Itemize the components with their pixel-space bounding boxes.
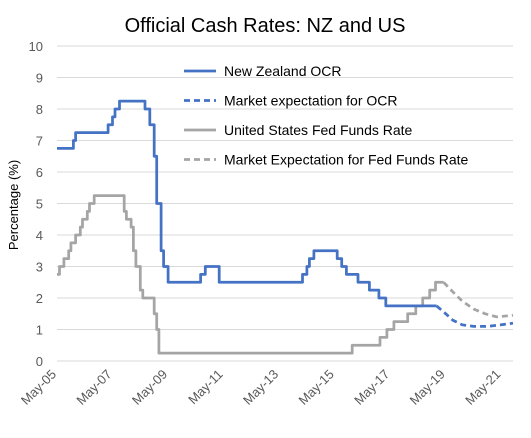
legend: New Zealand OCR Market expectation for OC… <box>184 63 469 168</box>
series-line <box>57 194 444 355</box>
legend-label: New Zealand OCR <box>224 63 342 79</box>
y-tick-label: 6 <box>36 165 43 180</box>
legend-label: Market Expectation for Fed Funds Rate <box>224 152 469 168</box>
y-tick-label: 4 <box>36 228 43 243</box>
y-tick-label: 1 <box>36 323 43 338</box>
series-line <box>442 281 514 319</box>
y-tick-label: 5 <box>36 197 43 212</box>
y-tick-label: 7 <box>36 134 43 149</box>
series-line <box>435 304 514 328</box>
legend-label: United States Fed Funds Rate <box>224 122 413 138</box>
y-tick-label: 8 <box>36 102 43 117</box>
y-axis: 0 1 2 3 4 5 6 7 8 9 10 <box>29 39 43 369</box>
series-line <box>57 99 437 308</box>
y-tick-label: 3 <box>36 260 43 275</box>
y-tick-label: 2 <box>36 291 43 306</box>
plot-area <box>57 99 514 355</box>
chart-title: Official Cash Rates: NZ and US <box>125 15 406 37</box>
gridlines <box>57 45 513 362</box>
legend-label: Market expectation for OCR <box>224 93 398 109</box>
y-tick-label: 10 <box>29 39 43 54</box>
y-tick-label: 0 <box>36 354 43 369</box>
y-tick-label: 9 <box>36 71 43 86</box>
y-axis-title: Percentage (%) <box>6 160 21 250</box>
